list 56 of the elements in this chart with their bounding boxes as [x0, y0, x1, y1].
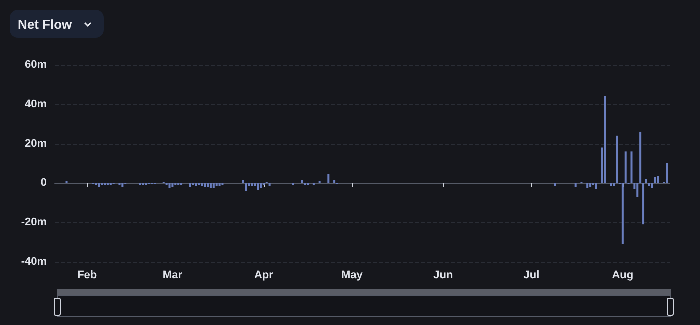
bar [630, 152, 633, 184]
bar [328, 174, 330, 184]
y-tick-label: -20m [21, 216, 48, 229]
bar [210, 183, 212, 188]
bar [98, 183, 100, 188]
bar [622, 183, 624, 244]
bar [201, 183, 204, 186]
bar [640, 132, 642, 184]
x-tick-label: Apr [254, 270, 274, 282]
bar [257, 183, 260, 190]
bar [268, 183, 271, 186]
x-tick-label: Jul [524, 270, 540, 282]
bar [207, 183, 210, 188]
x-tick-label: May [342, 270, 364, 282]
bar [554, 183, 556, 186]
bar [334, 180, 336, 184]
bar [590, 183, 592, 188]
bar [168, 183, 171, 188]
bar [666, 164, 668, 184]
chart-title: Net Flow [18, 16, 72, 32]
bar [204, 183, 206, 188]
bar [604, 96, 606, 184]
y-tick-label: 0 [40, 177, 47, 190]
x-tick-label: Jun [434, 270, 454, 282]
y-tick-label: -40m [21, 256, 48, 268]
bar [195, 183, 198, 186]
bar [218, 183, 221, 186]
y-tick-label: 60m [24, 59, 48, 71]
bar [613, 183, 616, 186]
x-tick-label: Feb [78, 270, 98, 282]
bar [242, 180, 244, 184]
bar [254, 183, 256, 186]
bar [595, 183, 598, 190]
bar [260, 183, 262, 188]
x-tick-label: Mar [162, 270, 184, 282]
y-tick-label: 20m [24, 138, 48, 150]
bar [624, 152, 627, 184]
y-tick-label: 40m [24, 98, 48, 110]
bar [212, 183, 215, 188]
bar [657, 176, 660, 184]
bar [574, 183, 577, 188]
bar [122, 183, 124, 188]
x-tick-label: Aug [612, 270, 634, 282]
bar [251, 183, 254, 186]
bar [189, 183, 192, 188]
bar [216, 183, 218, 186]
bar [642, 183, 645, 225]
bar [651, 183, 654, 188]
bar [301, 180, 304, 184]
bar [610, 183, 612, 186]
bar [616, 136, 618, 184]
bar [654, 177, 656, 184]
bar [245, 183, 248, 192]
bar [636, 183, 639, 197]
bar [586, 183, 589, 188]
bar [648, 183, 650, 186]
